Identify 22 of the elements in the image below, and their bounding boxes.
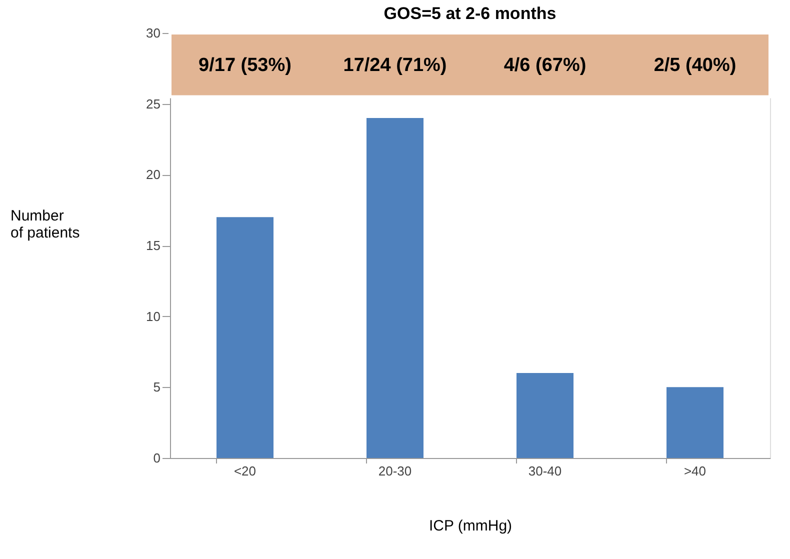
chart-title: GOS=5 at 2-6 months [384, 4, 556, 23]
bar [216, 217, 274, 458]
y-tick-label: 15 [146, 238, 160, 253]
x-tick-label: 20-30 [378, 464, 412, 478]
x-axis-title: ICP (mmHg) [428, 518, 512, 534]
x-tick-label: 30-40 [528, 464, 562, 478]
y-tick-label: 30 [146, 26, 160, 40]
annotation: 2/5 (40%) [654, 54, 736, 76]
y-tick-label: 20 [146, 167, 160, 182]
y-tick-label: 10 [146, 308, 160, 324]
annotation: 9/17 (53%) [198, 54, 292, 76]
y-axis-title: Number of patients [10, 208, 80, 242]
y-tick-label: 0 [153, 450, 160, 466]
x-tick-label: <20 [234, 464, 256, 478]
bar [366, 118, 424, 458]
x-tick-label: >40 [684, 464, 706, 478]
bar [516, 373, 574, 458]
bar [666, 387, 724, 458]
y-tick-label: 25 [146, 96, 160, 112]
annotation: 17/24 (71%) [343, 54, 447, 76]
y-tick-label: 5 [153, 380, 160, 395]
annotation: 4/6 (67%) [504, 54, 586, 76]
